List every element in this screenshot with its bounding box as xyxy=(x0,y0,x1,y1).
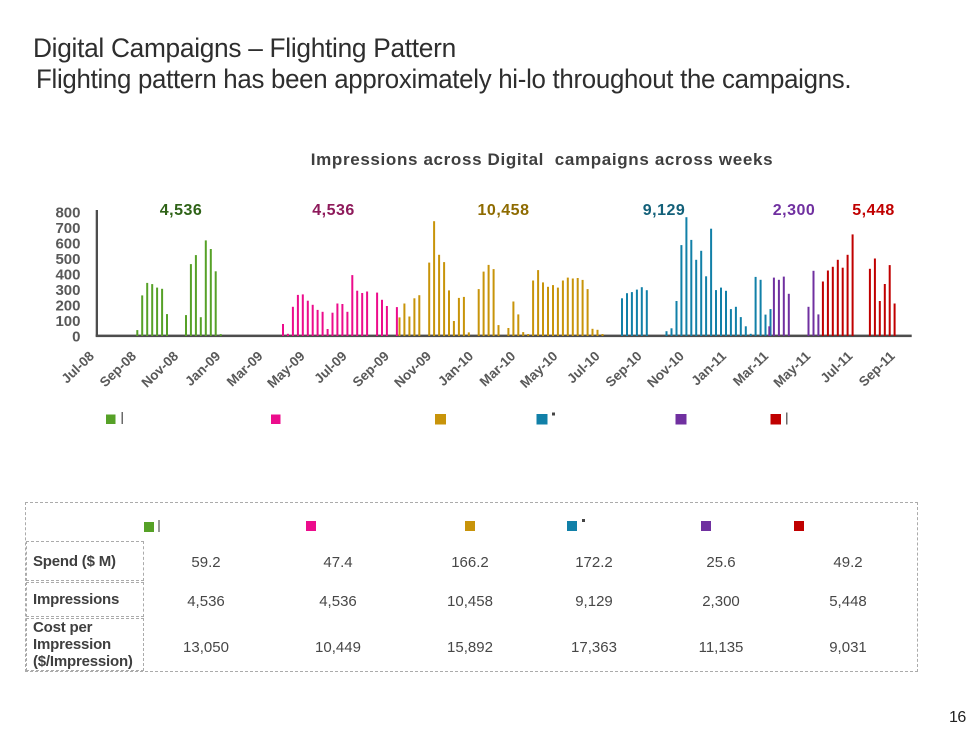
svg-text:400: 400 xyxy=(55,267,80,284)
svg-text:800: 800 xyxy=(55,205,80,222)
svg-text:May-09: May-09 xyxy=(264,348,307,391)
svg-text:May-10: May-10 xyxy=(517,348,560,391)
svg-text:Impressions across Digital ca: Impressions across Digital campaigns acr… xyxy=(311,150,773,169)
svg-text:500: 500 xyxy=(55,251,80,268)
svg-text:300: 300 xyxy=(55,282,80,299)
svg-text:10,458: 10,458 xyxy=(478,202,530,219)
svg-text:May-11: May-11 xyxy=(771,348,814,390)
svg-text:200: 200 xyxy=(55,298,80,315)
svg-text:9,129: 9,129 xyxy=(643,202,686,219)
svg-text:2,300: 2,300 xyxy=(773,202,816,219)
svg-text:Jan-10: Jan-10 xyxy=(435,348,476,389)
svg-text:Sep-11: Sep-11 xyxy=(856,348,898,389)
svg-text:0: 0 xyxy=(72,329,80,346)
svg-text:Nov-09: Nov-09 xyxy=(391,348,434,390)
svg-text:Jul-10: Jul-10 xyxy=(564,348,602,386)
svg-text:Jul-08: Jul-08 xyxy=(58,348,97,386)
svg-text:Mar-09: Mar-09 xyxy=(224,348,266,389)
svg-text:Jul-09: Jul-09 xyxy=(311,348,349,386)
svg-text:Mar-10: Mar-10 xyxy=(477,348,519,389)
svg-text:Mar-11: Mar-11 xyxy=(730,348,772,389)
svg-text:Sep-09: Sep-09 xyxy=(350,348,392,390)
svg-text:Jul-11: Jul-11 xyxy=(818,348,856,386)
svg-text:Sep-08: Sep-08 xyxy=(97,348,140,390)
svg-text:Jan-09: Jan-09 xyxy=(182,348,223,389)
svg-text:Sep-10: Sep-10 xyxy=(603,348,645,390)
svg-text:700: 700 xyxy=(55,220,80,237)
svg-text:100: 100 xyxy=(55,313,80,330)
svg-text:5,448: 5,448 xyxy=(852,202,895,219)
svg-text:Nov-08: Nov-08 xyxy=(138,348,181,390)
svg-text:4,536: 4,536 xyxy=(160,202,203,219)
svg-text:600: 600 xyxy=(55,236,80,253)
svg-text:Jan-11: Jan-11 xyxy=(688,348,729,388)
svg-text:Nov-10: Nov-10 xyxy=(644,348,687,390)
svg-text:4,536: 4,536 xyxy=(312,202,355,219)
